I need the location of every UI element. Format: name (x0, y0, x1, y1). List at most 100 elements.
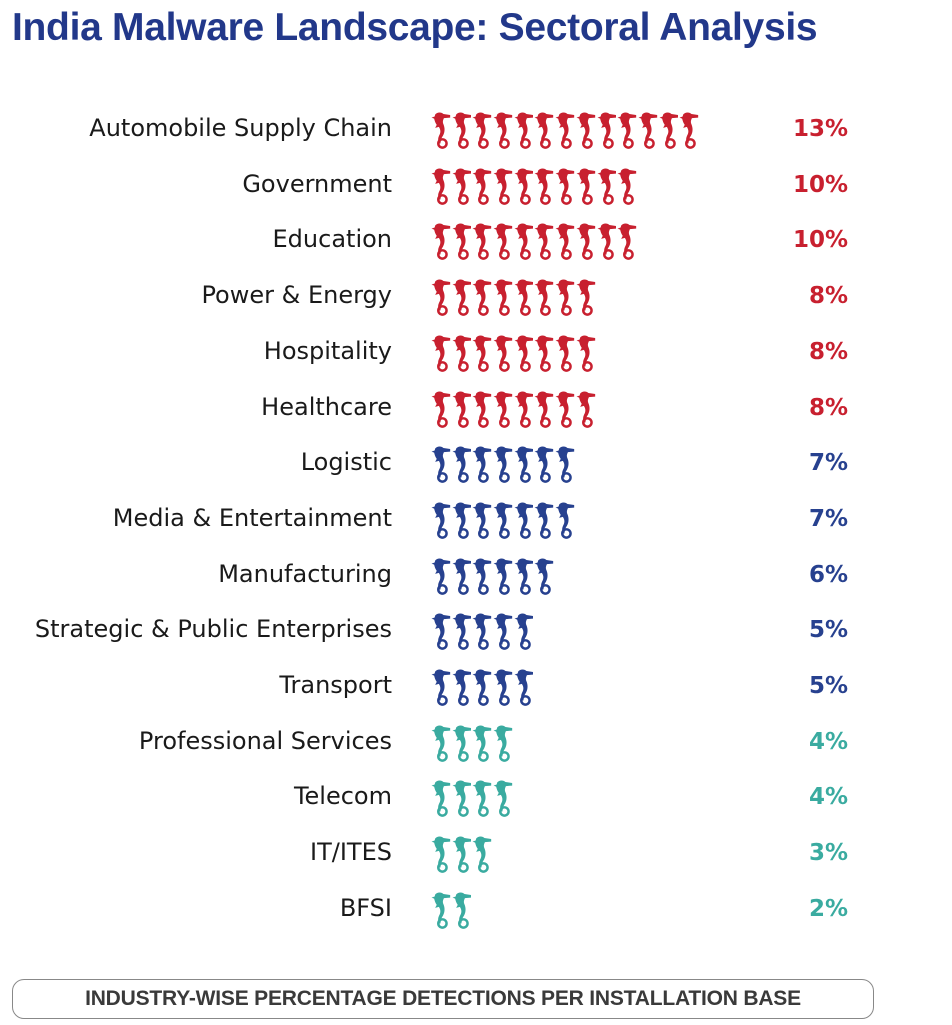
icon-bar (430, 501, 575, 541)
category-label: Media & Entertainment (112, 503, 392, 532)
category-label: Education (272, 225, 392, 254)
seahorse-icon (493, 780, 513, 818)
seahorse-icon (514, 558, 533, 595)
seahorse-icon (431, 725, 451, 762)
seahorse-icon (514, 279, 533, 316)
seahorse-icon (431, 390, 451, 428)
seahorse-icon (472, 558, 492, 595)
seahorse-icon (555, 390, 575, 428)
seahorse-icon (555, 446, 575, 484)
seahorse-icon (514, 335, 533, 372)
seahorse-icon (638, 112, 658, 149)
seahorse-icon (431, 836, 451, 873)
bar-row: Automobile Supply Chain 13% (0, 102, 952, 158)
seahorse-icon (514, 390, 533, 428)
seahorse-icon (659, 112, 678, 149)
category-label: Telecom (293, 782, 392, 811)
icon-bar (430, 891, 471, 931)
seahorse-icon (493, 223, 513, 261)
seahorse-icon (555, 502, 575, 539)
seahorse-icon (493, 335, 513, 372)
seahorse-icon (431, 446, 451, 484)
seahorse-icon (452, 390, 471, 428)
seahorse-icon (514, 168, 533, 205)
seahorse-icon (472, 223, 492, 261)
icon-bar (430, 111, 699, 151)
bar-row: Media & Entertainment 7% (0, 492, 952, 548)
bar-row: Logistic 7% (0, 436, 952, 492)
seahorse-icon (534, 335, 554, 372)
seahorse-icon (493, 279, 513, 316)
icon-bar (430, 445, 575, 485)
icon-bar (430, 167, 637, 207)
seahorse-icon (514, 446, 533, 484)
icon-bar (430, 222, 637, 262)
bar-row: BFSI 2% (0, 882, 952, 938)
seahorse-icon (514, 223, 533, 261)
seahorse-icon (534, 502, 554, 539)
seahorse-icon (452, 725, 471, 762)
seahorse-icon (576, 223, 595, 261)
bar-row: Hospitality 8% (0, 325, 952, 381)
seahorse-icon (576, 335, 595, 372)
icon-bar (430, 278, 596, 318)
seahorse-icon (493, 725, 513, 762)
icon-bar (430, 668, 533, 708)
bar-row: Healthcare 8% (0, 381, 952, 437)
seahorse-icon (534, 168, 554, 205)
category-label: Strategic & Public Enterprises (34, 615, 392, 644)
category-label: Transport (279, 671, 392, 699)
seahorse-icon (576, 112, 595, 149)
seahorse-icon (472, 502, 492, 539)
chart-title: India Malware Landscape: Sectoral Analys… (12, 6, 818, 49)
category-label: Hospitality (263, 336, 392, 365)
seahorse-icon (493, 502, 513, 539)
seahorse-icon (493, 446, 513, 484)
seahorse-icon (679, 112, 699, 149)
seahorse-icon (534, 112, 554, 149)
seahorse-icon (452, 502, 471, 539)
seahorse-icon (493, 669, 513, 706)
seahorse-icon (431, 558, 451, 595)
bar-row: Strategic & Public Enterprises 5% (0, 603, 952, 659)
seahorse-icon (431, 279, 451, 316)
seahorse-icon (534, 558, 554, 595)
seahorse-icon (617, 168, 637, 205)
seahorse-icon (472, 613, 492, 651)
category-label: Manufacturing (218, 559, 392, 588)
seahorse-icon (452, 168, 471, 205)
seahorse-icon (534, 390, 554, 428)
category-label: Logistic (300, 448, 392, 477)
bar-row: Transport 5% (0, 659, 952, 715)
seahorse-icon (514, 502, 533, 539)
value-label: 13% (792, 116, 848, 142)
seahorse-icon (514, 613, 533, 651)
seahorse-icon (431, 112, 451, 149)
seahorse-icon (472, 669, 492, 706)
category-label: Power & Energy (201, 281, 392, 310)
seahorse-icon (452, 669, 471, 706)
seahorse-icon (555, 223, 575, 261)
seahorse-icon (431, 780, 451, 818)
category-label: IT/ITES (310, 838, 392, 867)
seahorse-icon (452, 836, 471, 873)
seahorse-icon (617, 223, 637, 261)
icon-bar (430, 557, 554, 597)
value-label: 6% (808, 561, 848, 588)
icon-bar (430, 334, 596, 374)
value-label: 10% (792, 171, 848, 198)
category-label: Professional Services (138, 726, 392, 755)
value-label: 8% (808, 283, 848, 310)
seahorse-icon (493, 613, 513, 651)
category-label: Healthcare (261, 392, 392, 421)
seahorse-icon (452, 279, 471, 316)
seahorse-icon (576, 279, 595, 316)
value-label: 10% (792, 227, 848, 254)
seahorse-icon (617, 112, 637, 149)
seahorse-icon (431, 613, 451, 651)
seahorse-icon (576, 168, 595, 205)
seahorse-icon (534, 279, 554, 316)
category-label: BFSI (339, 893, 392, 922)
seahorse-icon (452, 112, 471, 149)
seahorse-icon (452, 558, 471, 595)
